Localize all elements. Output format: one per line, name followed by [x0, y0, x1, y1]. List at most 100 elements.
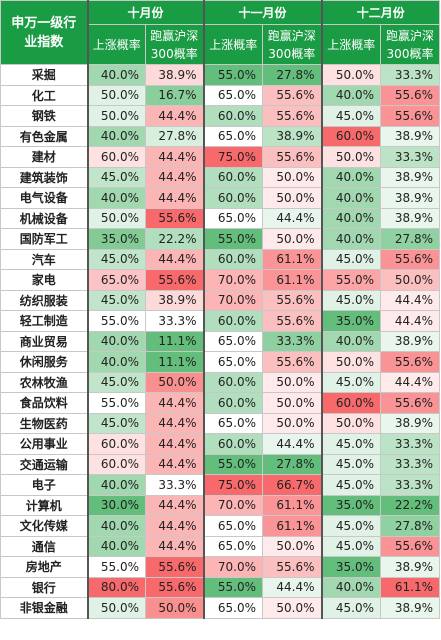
industry-name: 建材 [0, 146, 88, 168]
table-row: 家电 65.0% 55.6% 70.0% 61.1% 55.0% 50.0% [0, 269, 440, 291]
table-row: 文化传媒 40.0% 44.4% 65.0% 61.1% 45.0% 27.8% [0, 515, 440, 537]
up-probability-cell: 40.0% [86, 187, 146, 209]
table-row: 钢铁 50.0% 44.4% 60.0% 55.6% 45.0% 55.6% [0, 105, 440, 127]
up-probability-cell: 50.0% [320, 64, 381, 86]
up-probability-cell: 45.0% [320, 453, 381, 475]
up-probability-cell: 40.0% [86, 125, 146, 147]
up-probability-cell: 45.0% [86, 412, 146, 434]
outperform-probability-cell: 38.9% [380, 330, 440, 352]
outperform-probability-cell: 38.9% [380, 207, 440, 229]
up-probability-cell: 70.0% [202, 269, 263, 291]
up-probability-cell: 60.0% [202, 433, 263, 455]
outperform-probability-cell: 44.4% [145, 412, 204, 434]
up-probability-cell: 40.0% [320, 187, 381, 209]
outperform-probability-cell: 55.6% [145, 207, 204, 229]
outperform-probability-cell: 38.9% [380, 556, 440, 578]
up-probability-cell: 40.0% [86, 351, 146, 373]
outperform-probability-cell: 44.4% [262, 207, 322, 229]
outperform-probability-cell: 55.6% [380, 351, 440, 373]
outperform-probability-cell: 44.4% [145, 166, 204, 188]
table-row: 建材 60.0% 44.4% 75.0% 55.6% 50.0% 33.3% [0, 146, 440, 168]
table-row: 国防军工 35.0% 22.2% 55.0% 50.0% 40.0% 27.8% [0, 228, 440, 250]
outperform-probability-cell: 50.0% [380, 269, 440, 291]
oct-up-prob-header: 上涨概率 [86, 24, 146, 65]
month-header-nov: 十一月份 [202, 0, 322, 25]
up-probability-cell: 45.0% [86, 371, 146, 393]
outperform-probability-cell: 55.6% [262, 105, 322, 127]
outperform-probability-cell: 44.4% [145, 187, 204, 209]
up-probability-cell: 40.0% [86, 330, 146, 352]
outperform-probability-cell: 22.2% [380, 494, 440, 516]
table-row: 公用事业 60.0% 44.4% 60.0% 44.4% 45.0% 33.3% [0, 433, 440, 455]
outperform-probability-cell: 33.3% [145, 474, 204, 496]
up-probability-cell: 60.0% [320, 392, 381, 414]
up-probability-cell: 55.0% [202, 64, 263, 86]
corner-label: 申万一级行业指数 [11, 15, 77, 50]
up-probability-cell: 45.0% [86, 248, 146, 270]
up-probability-cell: 45.0% [320, 474, 381, 496]
up-probability-cell: 65.0% [86, 269, 146, 291]
outperform-probability-cell: 50.0% [262, 535, 322, 557]
industry-name: 钢铁 [0, 105, 88, 127]
industry-name: 家电 [0, 269, 88, 291]
outperform-probability-cell: 55.6% [145, 269, 204, 291]
industry-name: 机械设备 [0, 207, 88, 229]
industry-name: 农林牧渔 [0, 371, 88, 393]
outperform-probability-cell: 50.0% [262, 166, 322, 188]
table-row: 生物医药 45.0% 44.4% 65.0% 50.0% 50.0% 38.9% [0, 412, 440, 434]
up-probability-cell: 45.0% [320, 433, 381, 455]
outperform-probability-cell: 50.0% [262, 228, 322, 250]
up-probability-cell: 45.0% [86, 289, 146, 311]
up-probability-cell: 65.0% [202, 125, 263, 147]
industry-name: 食品饮料 [0, 392, 88, 414]
up-probability-cell: 45.0% [320, 289, 381, 311]
outperform-probability-cell: 44.4% [145, 392, 204, 414]
outperform-probability-cell: 44.4% [145, 248, 204, 270]
up-probability-cell: 40.0% [320, 84, 381, 106]
oct-outperform-header: 跑赢沪深300概率 [145, 24, 204, 65]
outperform-probability-cell: 38.9% [380, 187, 440, 209]
outperform-probability-cell: 44.4% [145, 535, 204, 557]
month-header-oct: 十月份 [86, 0, 204, 25]
up-probability-cell: 55.0% [202, 228, 263, 250]
outperform-probability-cell: 33.3% [380, 433, 440, 455]
up-probability-cell: 50.0% [86, 597, 146, 619]
industry-name: 非银金融 [0, 597, 88, 619]
outperform-probability-cell: 11.1% [145, 351, 204, 373]
outperform-probability-cell: 38.9% [145, 64, 204, 86]
industry-name: 电气设备 [0, 187, 88, 209]
outperform-probability-cell: 55.6% [262, 556, 322, 578]
up-probability-cell: 45.0% [86, 166, 146, 188]
industry-name: 电子 [0, 474, 88, 496]
outperform-probability-cell: 27.8% [380, 228, 440, 250]
up-probability-cell: 60.0% [202, 187, 263, 209]
up-probability-cell: 50.0% [86, 84, 146, 106]
up-probability-cell: 55.0% [202, 576, 263, 598]
up-probability-cell: 60.0% [202, 371, 263, 393]
up-probability-cell: 60.0% [202, 248, 263, 270]
up-probability-cell: 35.0% [86, 228, 146, 250]
table-row: 通信 40.0% 44.4% 65.0% 50.0% 45.0% 55.6% [0, 535, 440, 557]
outperform-probability-cell: 44.4% [145, 146, 204, 168]
up-probability-cell: 65.0% [202, 84, 263, 106]
table-row: 化工 50.0% 16.7% 65.0% 55.6% 40.0% 55.6% [0, 84, 440, 106]
up-probability-cell: 60.0% [86, 146, 146, 168]
up-probability-cell: 60.0% [202, 392, 263, 414]
industry-name: 生物医药 [0, 412, 88, 434]
up-probability-cell: 40.0% [86, 64, 146, 86]
outperform-probability-cell: 55.6% [145, 556, 204, 578]
table-row: 建筑装饰 45.0% 44.4% 60.0% 50.0% 40.0% 38.9% [0, 166, 440, 188]
outperform-probability-cell: 27.8% [262, 453, 322, 475]
industry-probability-table: 申万一级行业指数 十月份 十一月份 十二月份 上涨概率 跑赢沪深300概率 上涨… [0, 0, 440, 619]
industry-name: 商业贸易 [0, 330, 88, 352]
outperform-probability-cell: 61.1% [262, 269, 322, 291]
up-probability-cell: 65.0% [202, 412, 263, 434]
up-probability-cell: 50.0% [86, 207, 146, 229]
outperform-probability-cell: 44.4% [145, 453, 204, 475]
up-probability-cell: 30.0% [86, 494, 146, 516]
industry-name: 建筑装饰 [0, 166, 88, 188]
outperform-probability-cell: 44.4% [262, 433, 322, 455]
industry-name: 通信 [0, 535, 88, 557]
up-probability-cell: 75.0% [202, 474, 263, 496]
nov-up-prob-header: 上涨概率 [202, 24, 263, 65]
